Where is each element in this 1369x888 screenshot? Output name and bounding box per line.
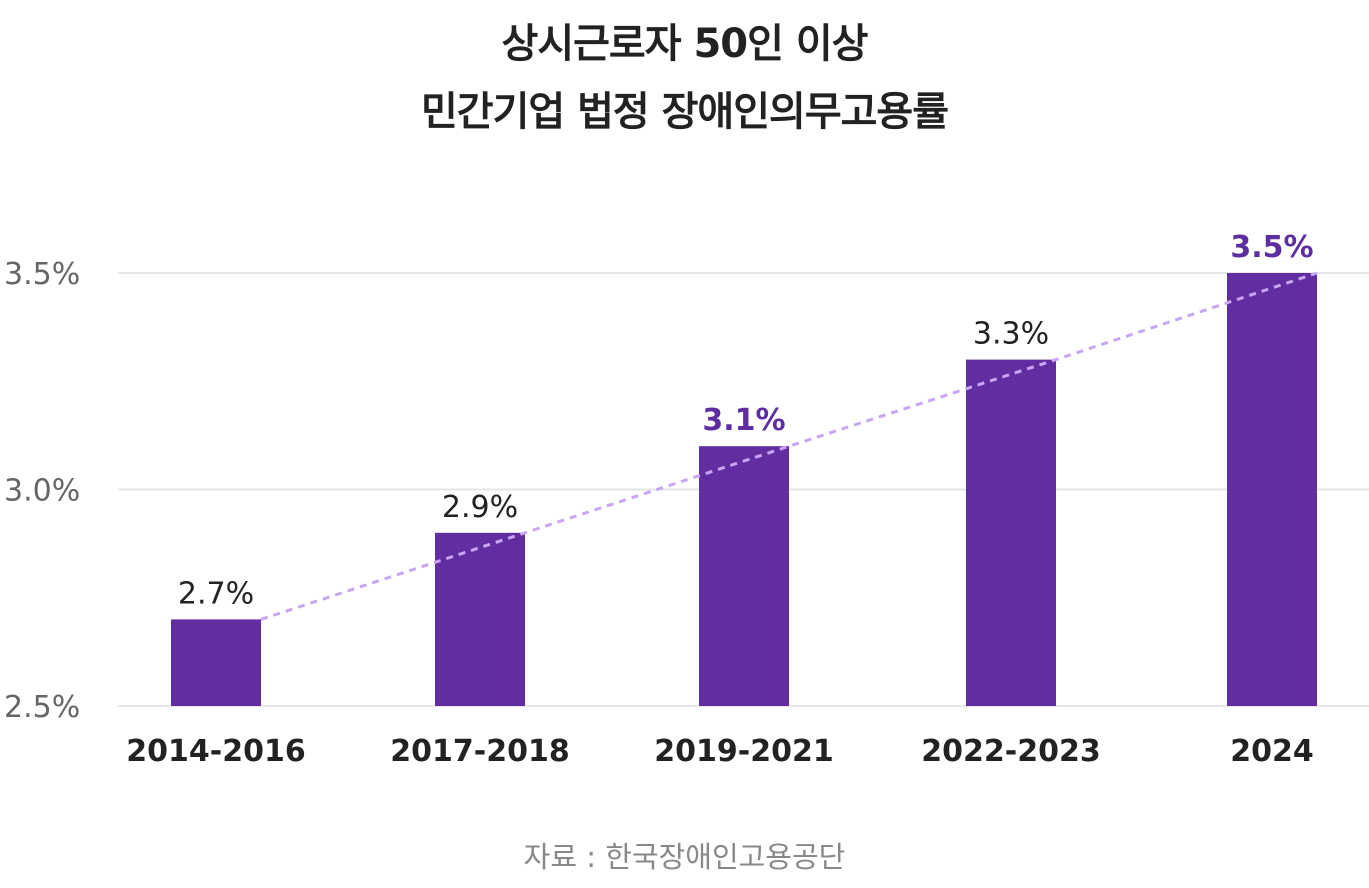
data-label: 2.7% <box>178 576 254 611</box>
data-label: 2.9% <box>442 490 518 525</box>
x-category-label: 2022-2023 <box>921 734 1100 769</box>
x-category-label: 2019-2021 <box>654 734 833 769</box>
x-category-label: 2024 <box>1230 734 1314 769</box>
y-tick-label: 3.5% <box>4 257 80 292</box>
bar <box>435 532 525 706</box>
data-label: 3.5% <box>1230 230 1313 265</box>
bar <box>1227 273 1317 706</box>
y-tick-label: 2.5% <box>4 690 80 725</box>
x-category-label: 2017-2018 <box>390 734 569 769</box>
bar <box>699 446 789 706</box>
data-label: 3.1% <box>702 403 785 438</box>
x-category-label: 2014-2016 <box>126 734 305 769</box>
bar <box>171 619 261 706</box>
chart-title-line-2: 민간기업 법정 장애인의무고용률 <box>420 89 949 135</box>
bar <box>966 359 1056 706</box>
y-tick-label: 3.0% <box>4 474 80 509</box>
data-label: 3.3% <box>973 317 1049 352</box>
chart-title-line-1: 상시근로자 50인 이상 <box>501 21 869 67</box>
source-note: 자료 : 한국장애인고용공단 <box>523 840 846 874</box>
trend-line <box>260 271 1318 621</box>
